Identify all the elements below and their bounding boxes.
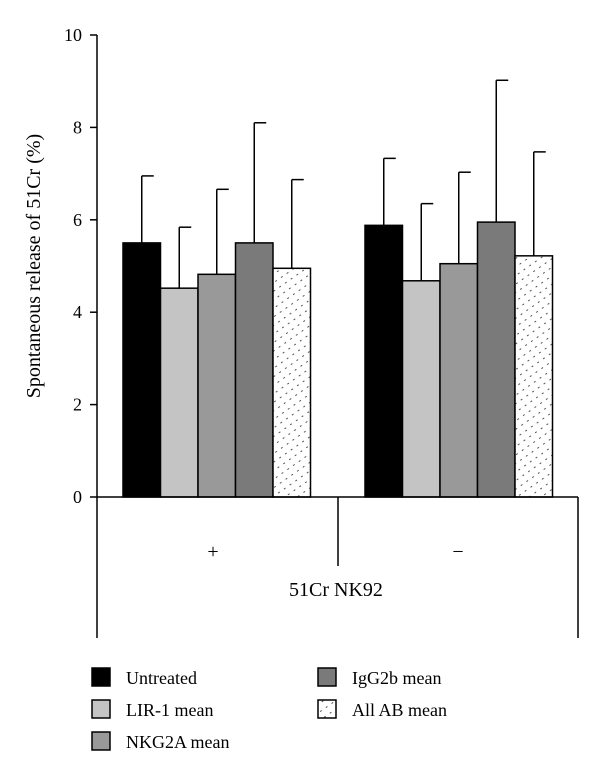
y-tick-label: 10 (64, 25, 82, 45)
y-tick-label: 8 (73, 117, 82, 137)
group-label: + (207, 541, 218, 563)
y-tick-label: 6 (73, 210, 82, 230)
legend-swatch (91, 699, 111, 719)
y-tick-label: 0 (73, 487, 82, 507)
legend-label: IgG2b mean (352, 668, 441, 688)
x-axis-frame (96, 496, 579, 638)
bar (197, 273, 237, 498)
bar (401, 280, 441, 498)
bar (159, 287, 199, 498)
legend-label: NKG2A mean (126, 732, 229, 752)
bar (439, 262, 479, 498)
legend-label: Untreated (126, 668, 197, 688)
bar (364, 224, 404, 498)
y-axis: 0 2 4 6 8 10 (64, 25, 98, 507)
legend-swatch (91, 731, 111, 751)
legend-label: LIR-1 mean (126, 700, 213, 720)
legend: Untreated LIR-1 mean NKG2A mean IgG2b mean A… (91, 667, 447, 752)
legend-label: All AB mean (352, 700, 447, 720)
bar (514, 255, 554, 498)
bar (234, 242, 274, 498)
bar (476, 221, 516, 498)
legend-swatch (91, 667, 111, 687)
bar (122, 242, 162, 498)
bars (122, 79, 554, 498)
y-tick-label: 4 (73, 302, 82, 322)
y-axis-title: Spontaneous release of 51Cr (%) (23, 134, 45, 398)
bar (272, 267, 312, 498)
legend-swatch (317, 667, 337, 687)
x-axis-title: 51Cr NK92 (289, 579, 383, 601)
legend-swatch (317, 699, 337, 719)
y-tick-label: 2 (73, 395, 82, 415)
group-label: − (452, 541, 463, 563)
